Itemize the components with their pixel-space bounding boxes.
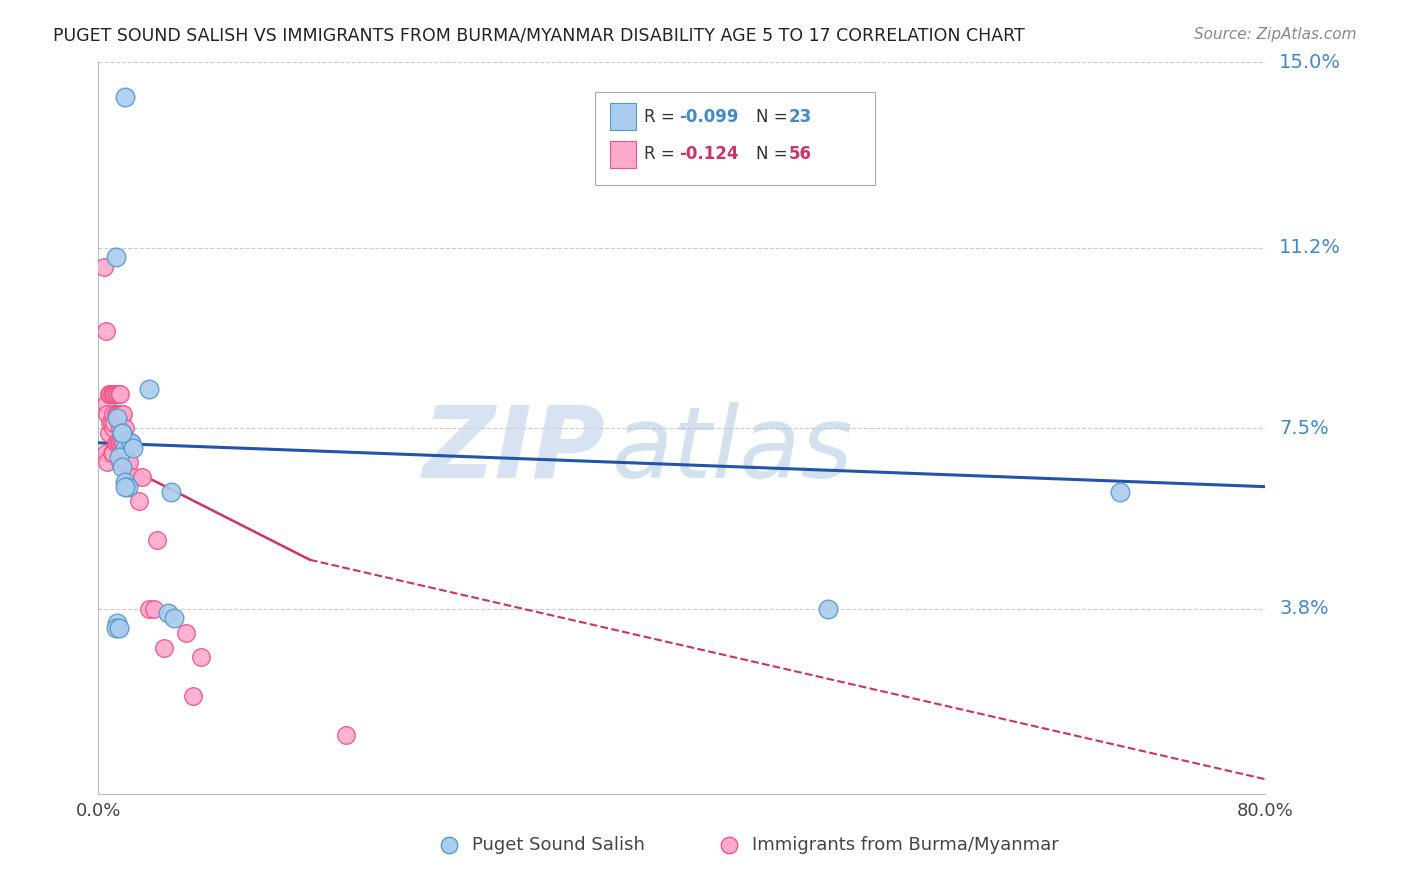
Point xyxy=(110,387,132,401)
Text: R =: R = xyxy=(644,145,685,163)
Point xyxy=(105,411,128,425)
Point xyxy=(112,407,135,421)
Point xyxy=(105,435,128,450)
Point xyxy=(96,407,118,421)
Point xyxy=(105,387,128,401)
Point xyxy=(114,445,136,459)
Point xyxy=(181,690,204,704)
Point xyxy=(117,480,139,494)
Point xyxy=(111,407,134,421)
Point xyxy=(114,89,136,103)
Point xyxy=(105,616,128,631)
Text: 23: 23 xyxy=(789,108,813,126)
Point xyxy=(153,640,176,655)
Point xyxy=(108,387,131,401)
Point xyxy=(94,324,117,338)
Point xyxy=(104,621,127,635)
Point xyxy=(163,611,186,625)
Text: Puget Sound Salish: Puget Sound Salish xyxy=(472,836,645,854)
Point xyxy=(120,435,142,450)
Point xyxy=(117,470,139,484)
Point xyxy=(121,470,143,484)
Point xyxy=(108,435,131,450)
Point xyxy=(117,435,139,450)
Point xyxy=(114,421,136,435)
Point xyxy=(817,601,839,615)
Point xyxy=(1108,484,1130,499)
Point xyxy=(94,445,117,459)
Text: Immigrants from Burma/Myanmar: Immigrants from Burma/Myanmar xyxy=(752,836,1059,854)
Point xyxy=(104,435,127,450)
Point xyxy=(114,480,136,494)
Text: PUGET SOUND SALISH VS IMMIGRANTS FROM BURMA/MYANMAR DISABILITY AGE 5 TO 17 CORRE: PUGET SOUND SALISH VS IMMIGRANTS FROM BU… xyxy=(53,27,1025,45)
Text: 56: 56 xyxy=(789,145,811,163)
Point xyxy=(157,607,180,621)
Point xyxy=(174,626,197,640)
Point xyxy=(101,421,124,435)
Point xyxy=(108,450,131,465)
Point xyxy=(96,455,118,469)
Point xyxy=(160,484,183,499)
Text: 11.2%: 11.2% xyxy=(1279,238,1341,257)
Text: -0.099: -0.099 xyxy=(679,108,738,126)
Point xyxy=(100,445,122,459)
Point xyxy=(122,441,145,455)
Point xyxy=(138,601,160,615)
Text: Source: ZipAtlas.com: Source: ZipAtlas.com xyxy=(1194,27,1357,42)
Text: N =: N = xyxy=(756,145,793,163)
Point xyxy=(110,407,132,421)
Point xyxy=(104,387,127,401)
Point xyxy=(110,421,132,435)
Point xyxy=(104,407,127,421)
Point xyxy=(111,425,134,440)
Text: R =: R = xyxy=(644,108,681,126)
Point xyxy=(138,382,160,396)
Point xyxy=(103,387,125,401)
Point xyxy=(100,417,122,431)
Point xyxy=(110,455,132,469)
Point xyxy=(108,621,131,635)
Point xyxy=(120,435,142,450)
Point xyxy=(103,417,125,431)
Point xyxy=(94,397,117,411)
Text: ZIP: ZIP xyxy=(423,401,606,499)
Point xyxy=(98,387,121,401)
Point xyxy=(108,407,131,421)
Point xyxy=(142,601,165,615)
Text: -0.124: -0.124 xyxy=(679,145,738,163)
Point xyxy=(124,470,146,484)
Point xyxy=(111,435,134,450)
Point xyxy=(101,387,124,401)
Point xyxy=(115,455,138,469)
Point xyxy=(104,251,127,265)
Text: N =: N = xyxy=(756,108,793,126)
Point xyxy=(97,425,120,440)
Text: 3.8%: 3.8% xyxy=(1279,599,1329,618)
Point xyxy=(111,460,134,475)
Point xyxy=(101,445,124,459)
Point xyxy=(131,470,153,484)
Point xyxy=(118,455,141,469)
Point xyxy=(110,435,132,450)
Point xyxy=(146,533,169,548)
Point xyxy=(101,407,124,421)
Point xyxy=(128,494,150,508)
Point xyxy=(93,260,115,275)
Text: 7.5%: 7.5% xyxy=(1279,418,1329,438)
Text: atlas: atlas xyxy=(612,401,853,499)
Point xyxy=(114,441,136,455)
Point xyxy=(120,435,142,450)
Point xyxy=(111,425,134,440)
Point xyxy=(98,417,121,431)
Point xyxy=(335,728,357,742)
Point xyxy=(100,387,122,401)
Point xyxy=(105,407,128,421)
Text: 15.0%: 15.0% xyxy=(1279,53,1341,72)
Point xyxy=(97,387,120,401)
Point xyxy=(114,475,136,489)
Point xyxy=(190,650,212,665)
Point xyxy=(112,435,135,450)
